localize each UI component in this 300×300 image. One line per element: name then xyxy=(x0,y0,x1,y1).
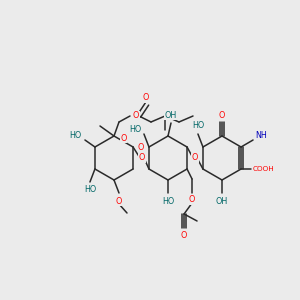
Text: NH: NH xyxy=(255,131,267,140)
Text: O: O xyxy=(219,112,225,121)
Text: O: O xyxy=(181,230,187,239)
Text: O: O xyxy=(133,112,139,121)
Text: HO: HO xyxy=(192,122,204,130)
Text: HO: HO xyxy=(129,124,141,134)
Text: O: O xyxy=(116,196,122,206)
Text: O: O xyxy=(138,142,144,152)
Text: O: O xyxy=(189,196,195,205)
Text: HO: HO xyxy=(69,131,81,140)
Text: OH: OH xyxy=(216,196,228,206)
Text: O: O xyxy=(192,154,198,163)
Text: O: O xyxy=(143,94,149,103)
Text: O: O xyxy=(139,154,145,163)
Text: HO: HO xyxy=(162,196,174,206)
Text: COOH: COOH xyxy=(252,166,274,172)
Text: HO: HO xyxy=(84,185,96,194)
Text: O: O xyxy=(120,134,127,143)
Text: OH: OH xyxy=(165,110,177,119)
